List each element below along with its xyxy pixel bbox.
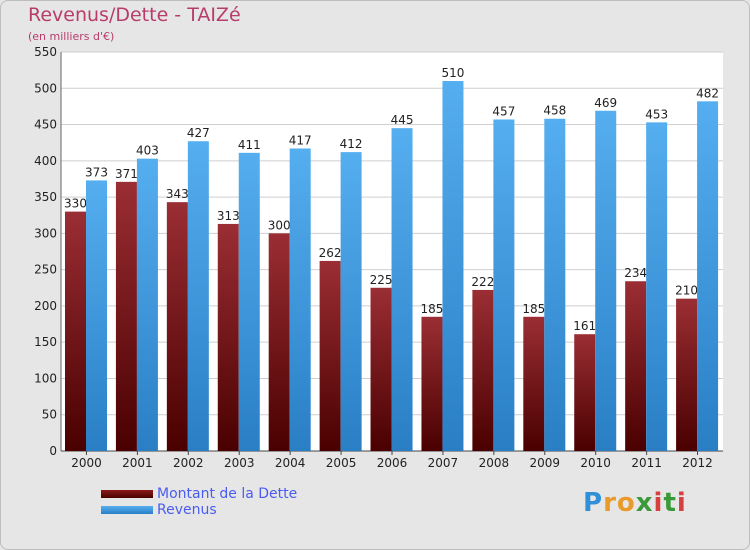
data-label-dette: 300: [268, 218, 291, 232]
y-tick-label: 400: [34, 154, 57, 168]
data-label-dette: 313: [217, 209, 240, 223]
data-label-revenus: 469: [594, 96, 617, 110]
data-label-revenus: 453: [645, 107, 668, 121]
data-label-dette: 330: [64, 197, 87, 211]
logo-letter: o: [616, 488, 636, 518]
data-label-revenus: 482: [696, 86, 719, 100]
data-label-revenus: 373: [85, 165, 108, 179]
x-tick-label: 2009: [529, 456, 560, 470]
data-label-dette: 185: [421, 302, 444, 316]
data-label-revenus: 411: [238, 138, 261, 152]
data-label-revenus: 427: [187, 126, 210, 140]
x-tick-label: 2001: [122, 456, 153, 470]
y-tick-label: 50: [42, 408, 57, 422]
data-label-dette: 185: [522, 302, 545, 316]
bar-dette: [523, 316, 545, 451]
legend-swatch-revenus: [101, 506, 153, 514]
data-label-dette: 343: [166, 187, 189, 201]
bar-revenus: [340, 152, 362, 451]
data-label-revenus: 412: [340, 137, 363, 151]
y-tick-label: 300: [34, 226, 57, 240]
x-tick-label: 2011: [631, 456, 662, 470]
logo-letter: r: [603, 488, 617, 518]
chart-subtitle: (en milliers d'€): [28, 30, 115, 43]
x-tick-label: 2000: [71, 456, 102, 470]
bar-dette: [268, 233, 290, 451]
bar-dette: [166, 202, 188, 451]
logo-letter: x: [635, 488, 654, 518]
y-tick-label: 450: [34, 118, 57, 132]
bar-revenus: [697, 101, 719, 452]
y-tick-label: 0: [49, 444, 57, 458]
data-label-revenus: 458: [543, 104, 566, 118]
data-label-dette: 225: [370, 273, 393, 287]
data-label-dette: 222: [471, 275, 494, 289]
x-tick-label: 2006: [377, 456, 408, 470]
x-tick-label: 2012: [682, 456, 713, 470]
bar-dette: [574, 334, 596, 451]
bar-dette: [115, 181, 137, 451]
x-tick-label: 2008: [479, 456, 510, 470]
data-label-dette: 161: [573, 319, 596, 333]
bar-dette: [319, 260, 341, 451]
y-tick-label: 350: [34, 190, 57, 204]
y-tick-label: 100: [34, 371, 57, 385]
legend-swatch-dette: [101, 490, 153, 498]
bar-dette: [676, 298, 698, 451]
bar-revenus: [646, 122, 668, 452]
bar-dette: [65, 211, 86, 451]
logo-letter: i: [676, 488, 687, 518]
bar-chart: 0 50 100 150 200 250 300 350 400 450 500 550 330 373 2…: [34, 45, 723, 470]
bar-revenus: [136, 158, 158, 451]
data-label-revenus: 417: [289, 133, 312, 147]
logo-letter: i: [653, 488, 664, 518]
bar-revenus: [493, 119, 515, 451]
bar-revenus: [595, 110, 617, 452]
bar-dette: [421, 316, 443, 451]
data-label-revenus: 457: [492, 104, 515, 118]
x-tick-label: 2010: [580, 456, 611, 470]
x-tick-label: 2003: [224, 456, 255, 470]
data-label-revenus: 445: [391, 113, 414, 127]
bar-revenus: [289, 148, 311, 451]
bar-revenus: [442, 81, 464, 451]
bar-revenus: [391, 128, 413, 451]
logo-letter: t: [663, 488, 677, 518]
bar-revenus: [238, 152, 260, 451]
bar-revenus: [187, 141, 209, 452]
y-tick-label: 250: [34, 263, 57, 277]
x-tick-label: 2004: [275, 456, 306, 470]
bar-dette: [472, 289, 494, 451]
bar-dette: [217, 223, 239, 451]
data-label-dette: 262: [319, 246, 342, 260]
data-label-revenus: 510: [442, 66, 465, 80]
y-tick-label: 200: [34, 299, 57, 313]
chart-title: Revenus/Dette - TAIZé: [28, 4, 241, 26]
legend-label-revenus: Revenus: [157, 502, 217, 518]
bar-revenus: [86, 180, 107, 451]
y-tick-label: 550: [34, 45, 57, 59]
logo-letter: P: [583, 488, 604, 518]
data-label-dette: 234: [624, 266, 647, 280]
bar-revenus: [544, 118, 566, 451]
proxiti-logo: Proxiti: [583, 488, 687, 518]
x-tick-label: 2005: [326, 456, 357, 470]
legend-label-dette: Montant de la Dette: [157, 486, 298, 502]
data-label-dette: 371: [115, 167, 138, 181]
x-tick-label: 2007: [428, 456, 459, 470]
data-label-revenus: 403: [136, 144, 159, 158]
bar-dette: [370, 287, 392, 451]
x-tick-label: 2002: [173, 456, 204, 470]
data-label-dette: 210: [675, 284, 698, 298]
bar-dette: [625, 281, 647, 451]
y-tick-label: 500: [34, 81, 57, 95]
y-tick-label: 150: [34, 335, 57, 349]
